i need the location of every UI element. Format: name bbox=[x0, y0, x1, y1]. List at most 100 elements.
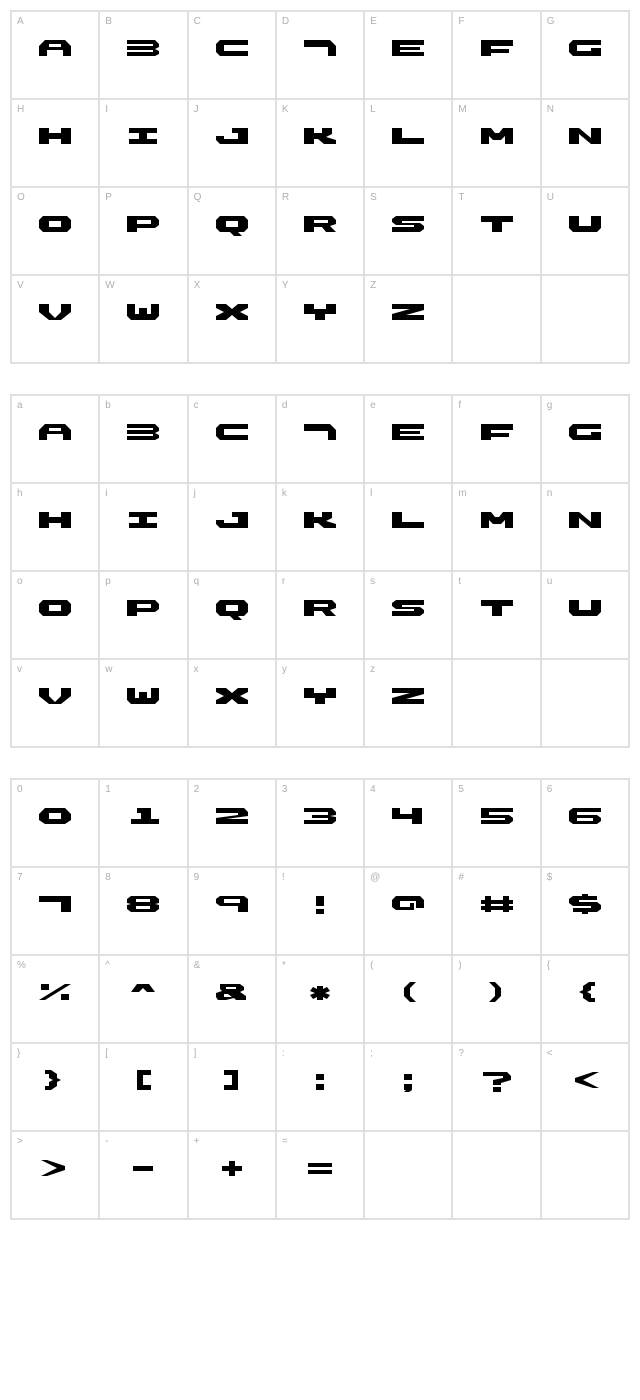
charmap-cell bbox=[452, 659, 540, 747]
charmap-cell: > bbox=[11, 1131, 99, 1219]
charmap-cell: A bbox=[11, 11, 99, 99]
cell-label: Z bbox=[370, 280, 376, 291]
glyph-A bbox=[33, 34, 77, 62]
charmap-cell: Q bbox=[188, 187, 276, 275]
cell-label: @ bbox=[370, 872, 380, 883]
cell-label: V bbox=[17, 280, 24, 291]
cell-label: ? bbox=[458, 1048, 464, 1059]
glyph-P bbox=[121, 210, 165, 238]
cell-label: - bbox=[105, 1136, 108, 1147]
cell-label: t bbox=[458, 576, 461, 587]
glyph-a bbox=[33, 418, 77, 446]
cell-label: d bbox=[282, 400, 288, 411]
charmap-cell: V bbox=[11, 275, 99, 363]
cell-label: { bbox=[547, 960, 550, 971]
cell-label: m bbox=[458, 488, 466, 499]
glyph-7 bbox=[33, 890, 77, 918]
charmap-cell: k bbox=[276, 483, 364, 571]
charmap-cell: M bbox=[452, 99, 540, 187]
glyph-V bbox=[33, 298, 77, 326]
cell-label: F bbox=[458, 16, 464, 27]
charmap-cell: ^ bbox=[99, 955, 187, 1043]
glyph-D bbox=[298, 34, 342, 62]
glyph-b bbox=[121, 418, 165, 446]
glyph-( bbox=[386, 978, 430, 1006]
charmap-cell: Y bbox=[276, 275, 364, 363]
charmap-cell: F bbox=[452, 11, 540, 99]
glyph-s bbox=[386, 594, 430, 622]
charmap-cell bbox=[452, 275, 540, 363]
charmap-cell: ! bbox=[276, 867, 364, 955]
glyph-S bbox=[386, 210, 430, 238]
charmap-cell: e bbox=[364, 395, 452, 483]
cell-label: * bbox=[282, 960, 286, 971]
charmap-cell: ? bbox=[452, 1043, 540, 1131]
charmap-cell: j bbox=[188, 483, 276, 571]
cell-label: Q bbox=[194, 192, 202, 203]
glyph-t bbox=[475, 594, 519, 622]
charmap-section-lowercase: abcdefghijklmnopqrstuvwxyz bbox=[10, 394, 630, 748]
cell-label: L bbox=[370, 104, 376, 115]
charmap-cell bbox=[541, 1131, 629, 1219]
glyph-= bbox=[298, 1154, 342, 1182]
glyph-: bbox=[298, 1066, 342, 1094]
glyph-B bbox=[121, 34, 165, 62]
glyph-{ bbox=[563, 978, 607, 1006]
cell-label: P bbox=[105, 192, 112, 203]
cell-label: i bbox=[105, 488, 107, 499]
glyph-! bbox=[298, 890, 342, 918]
glyph-x bbox=[210, 682, 254, 710]
glyph-r bbox=[298, 594, 342, 622]
cell-label: $ bbox=[547, 872, 553, 883]
cell-label: H bbox=[17, 104, 24, 115]
cell-label: ! bbox=[282, 872, 285, 883]
glyph-Q bbox=[210, 210, 254, 238]
glyph-# bbox=[475, 890, 519, 918]
charmap-cell: % bbox=[11, 955, 99, 1043]
charmap-cell: Z bbox=[364, 275, 452, 363]
cell-label: w bbox=[105, 664, 112, 675]
glyph-C bbox=[210, 34, 254, 62]
charmap-cell: o bbox=[11, 571, 99, 659]
cell-label: U bbox=[547, 192, 554, 203]
cell-label: h bbox=[17, 488, 23, 499]
glyph-] bbox=[210, 1066, 254, 1094]
cell-label: M bbox=[458, 104, 466, 115]
charmap-cell: 7 bbox=[11, 867, 99, 955]
cell-label: g bbox=[547, 400, 553, 411]
glyph-& bbox=[210, 978, 254, 1006]
charmap-cell: 5 bbox=[452, 779, 540, 867]
charmap-cell: # bbox=[452, 867, 540, 955]
charmap-cell: [ bbox=[99, 1043, 187, 1131]
cell-label: l bbox=[370, 488, 372, 499]
cell-label: f bbox=[458, 400, 461, 411]
charmap-cell: } bbox=[11, 1043, 99, 1131]
glyph-E bbox=[386, 34, 430, 62]
glyph-K bbox=[298, 122, 342, 150]
cell-label: Y bbox=[282, 280, 289, 291]
cell-label: y bbox=[282, 664, 287, 675]
charmap-cell: L bbox=[364, 99, 452, 187]
cell-label: K bbox=[282, 104, 289, 115]
glyph-} bbox=[33, 1066, 77, 1094]
cell-label: a bbox=[17, 400, 23, 411]
glyph-p bbox=[121, 594, 165, 622]
cell-label: 4 bbox=[370, 784, 376, 795]
glyph-) bbox=[475, 978, 519, 1006]
glyph-n bbox=[563, 506, 607, 534]
cell-label: n bbox=[547, 488, 553, 499]
charmap-cell: f bbox=[452, 395, 540, 483]
charmap-cell: K bbox=[276, 99, 364, 187]
cell-label: C bbox=[194, 16, 201, 27]
charmap-cell: - bbox=[99, 1131, 187, 1219]
cell-label: s bbox=[370, 576, 375, 587]
charmap-cell: z bbox=[364, 659, 452, 747]
charmap-cell: x bbox=[188, 659, 276, 747]
cell-label: o bbox=[17, 576, 23, 587]
glyph-d bbox=[298, 418, 342, 446]
glyph-4 bbox=[386, 802, 430, 830]
cell-label: 6 bbox=[547, 784, 553, 795]
glyph-% bbox=[33, 978, 77, 1006]
glyph-k bbox=[298, 506, 342, 534]
charmap-cell: B bbox=[99, 11, 187, 99]
